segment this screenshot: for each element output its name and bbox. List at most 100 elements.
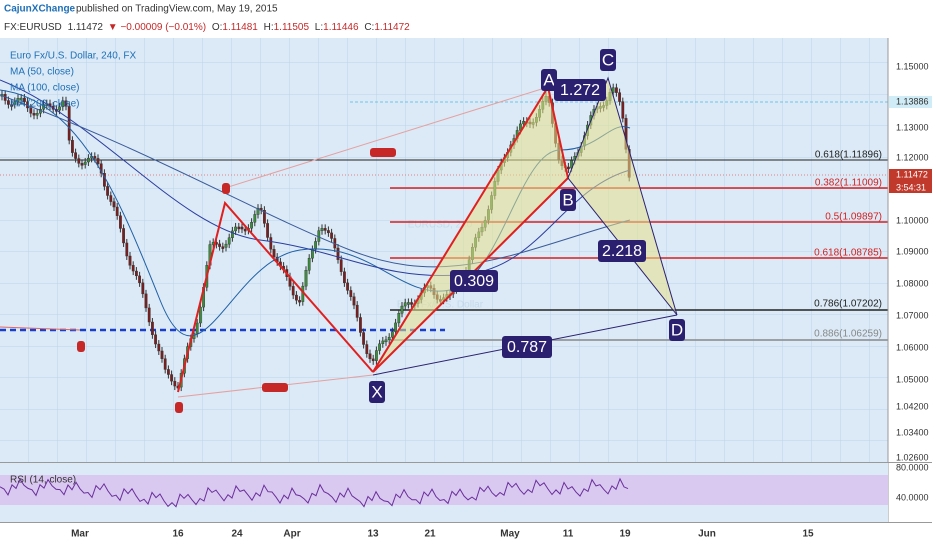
candle [320,228,324,231]
candle [567,166,570,170]
candle [362,332,365,345]
candle [240,226,244,230]
candle [163,358,167,370]
candle [327,230,330,234]
candle [272,249,276,258]
point-box [560,189,576,211]
symbol: FX:EURUSD [4,22,62,33]
open: 1.11481 [222,22,258,33]
candle [23,97,26,102]
price-label: 1.09000 [896,246,929,256]
candle [250,222,253,229]
ratio-box [502,336,552,358]
candle [256,207,260,215]
marker [175,402,183,413]
legend-title: Euro Fx/U.S. Dollar, 240, FX [10,51,136,62]
point-box [541,69,557,91]
high-label: H: [264,22,274,33]
candle [138,275,141,284]
candle [67,106,71,141]
candle [304,270,308,287]
candle [122,228,126,244]
ratio-box [598,240,646,262]
candle [403,302,407,307]
author[interactable]: CajunXChange [4,4,76,15]
candle [384,339,388,343]
candle [330,232,333,239]
change: −0.00009 (−0.01%) [120,22,206,33]
candle [93,156,97,159]
ratio-label: 1.272 [560,82,600,99]
grid [0,38,888,462]
candle [118,215,122,229]
candle [410,302,413,305]
high: 1.11505 [274,22,310,33]
candle [253,214,257,223]
ratio-label: 0.787 [507,339,547,356]
candle [128,255,132,266]
candle [621,101,625,119]
candle [339,259,343,272]
candle [266,223,269,238]
candle [397,313,401,324]
fib-label: 0.382(1.11009) [815,178,882,189]
low: 1.11446 [323,22,359,33]
candle [154,334,157,345]
candle [221,246,225,249]
candle [29,107,33,114]
price-label: 1.13886 [896,96,929,106]
candle [112,201,116,208]
ratio-label: 2.218 [602,243,642,260]
date-label: Mar [71,529,89,540]
candle [407,302,410,305]
candle [263,210,266,224]
legend-item: MA (50, close) [10,67,74,78]
candle [230,230,234,238]
rsi-label: RSI (14, close) [10,475,76,486]
candle [522,120,526,125]
candle [70,140,74,153]
candle [615,87,618,93]
marker [370,148,396,157]
trend-line [0,326,81,331]
price-label: 1.06000 [896,342,929,352]
candle [298,300,301,303]
close: 1.11472 [374,22,410,33]
candle [61,100,65,108]
candle [237,226,241,230]
candle [394,322,397,332]
candle [371,358,375,362]
rsi-tick: 80.0000 [896,462,929,472]
candle [147,307,151,323]
candle [378,343,381,351]
candle [269,237,273,250]
marker [222,183,230,194]
fib-label: 0.886(1.06259) [814,329,882,340]
candle [6,100,10,105]
candle [355,304,359,318]
price: 1.11472 [68,22,104,33]
date-label: Jun [698,529,716,540]
open-label: O: [212,22,223,33]
ratio-label: 0.309 [454,273,494,290]
candle [173,380,177,387]
candle [291,286,295,296]
point-box [669,319,685,341]
date-label: 19 [619,529,631,540]
legend-item: MA (100, close) [10,83,79,94]
candle [166,369,170,375]
price-label: 1.02600 [896,452,929,462]
price-label: 1.15000 [896,61,929,71]
date-label: 16 [172,529,184,540]
countdown: 3:54:31 [896,182,926,192]
price-label: 1.11472 [896,169,928,179]
candle [295,294,298,301]
candle [314,241,317,250]
ratio-box [450,270,498,292]
candle [227,237,231,245]
point-label: A [543,70,555,89]
candle [144,293,148,309]
date-label: 15 [802,529,814,540]
marker [77,341,85,352]
price-label: 1.08000 [896,278,929,288]
